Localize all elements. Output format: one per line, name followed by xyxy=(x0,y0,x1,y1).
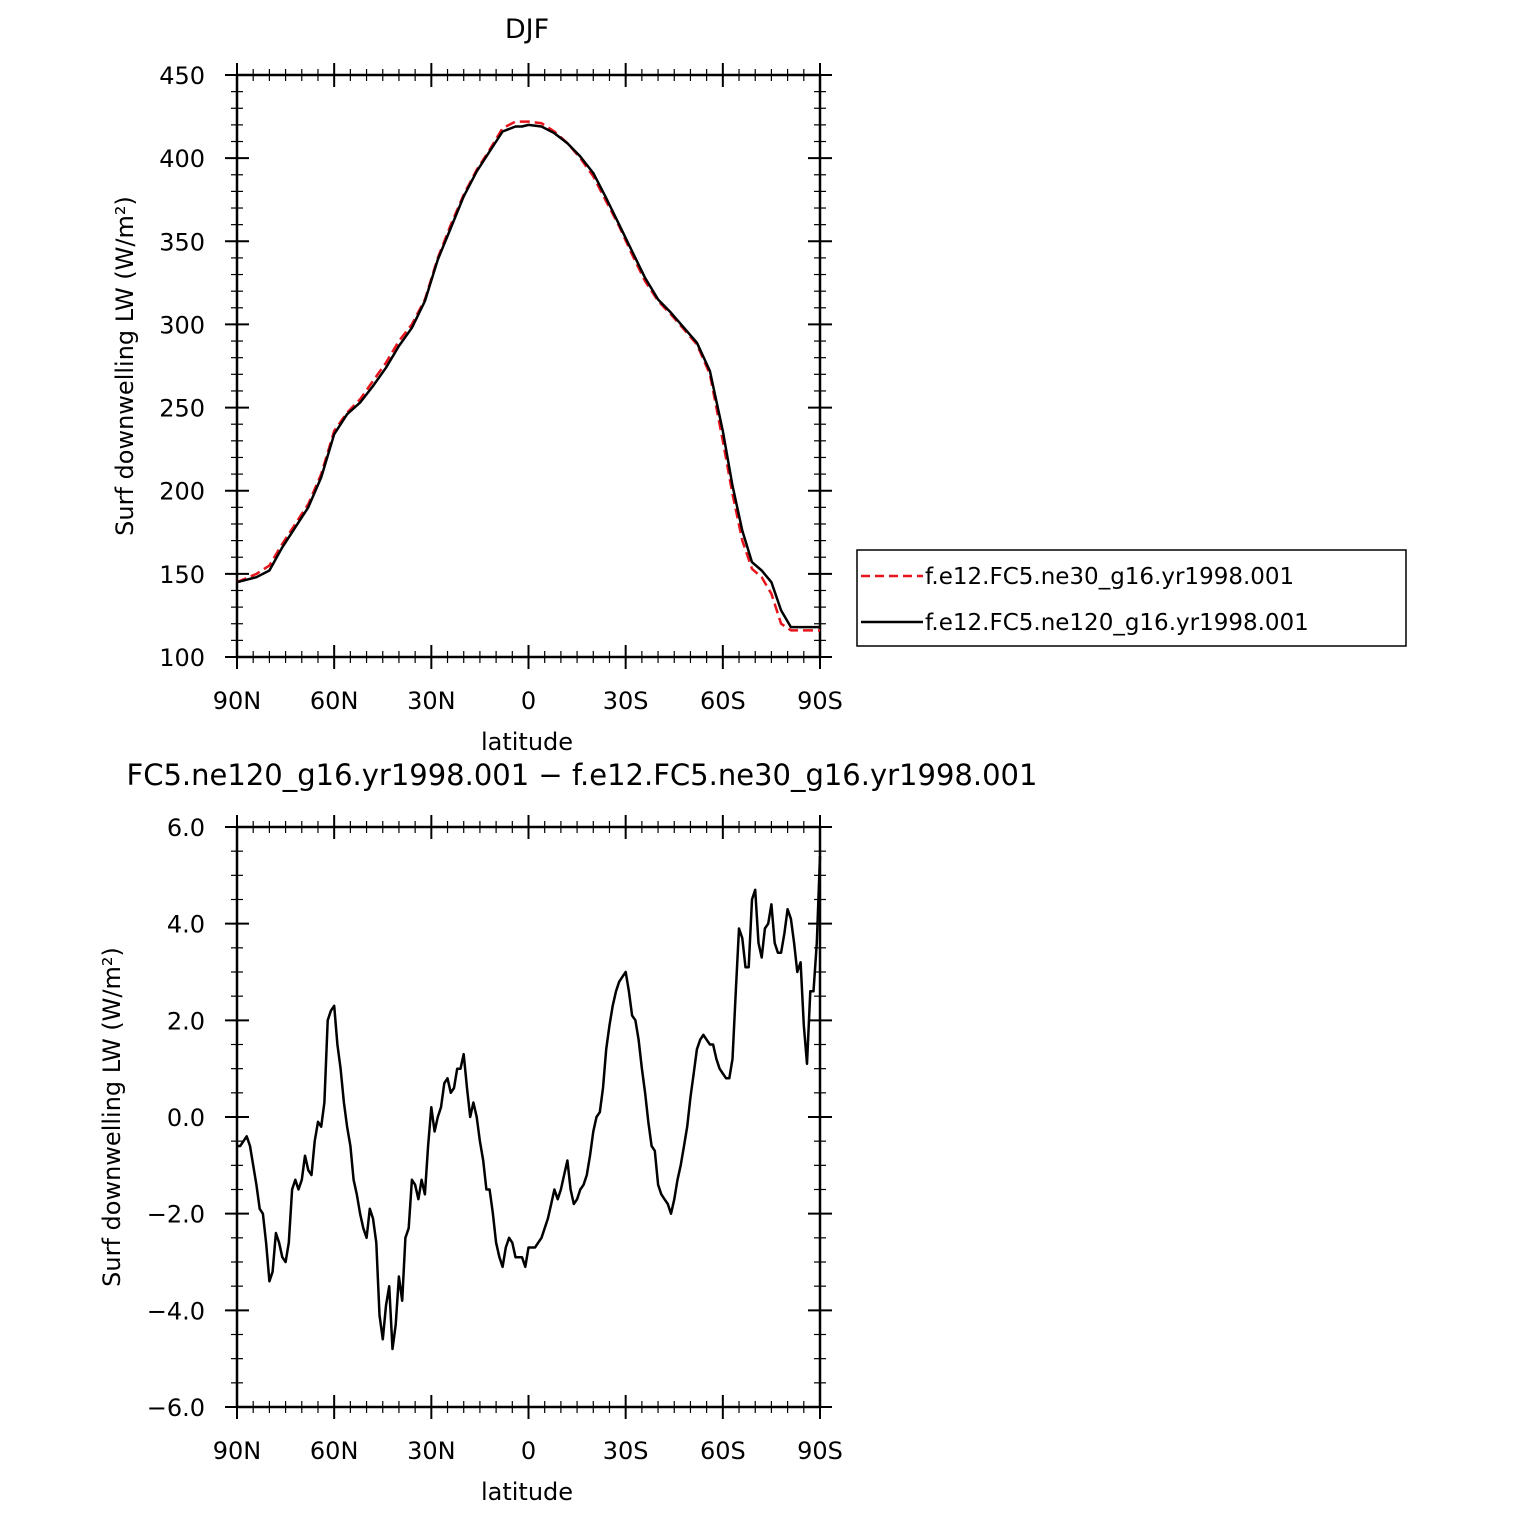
top-y-axis-label: Surf downwelling LW (W/m²) xyxy=(111,196,139,536)
top-series-line-1 xyxy=(236,123,820,629)
top-y-tick-label: 400 xyxy=(159,145,205,173)
bottom-y-axis-label: Surf downwelling LW (W/m²) xyxy=(98,947,126,1287)
bottom-y-tick-label: 2.0 xyxy=(167,1007,205,1035)
legend-box xyxy=(856,549,1407,647)
top-y-tick-label: 200 xyxy=(159,478,205,506)
bottom-panel: FC5.ne120_g16.yr1998.001 − f.e12.FC5.ne3… xyxy=(98,758,1037,1506)
top-y-tick-label: 300 xyxy=(159,311,205,339)
top-y-tick-label: 250 xyxy=(159,395,205,423)
top-y-tick-label: 100 xyxy=(159,644,205,672)
legend-label-ne30: f.e12.FC5.ne30_g16.yr1998.001 xyxy=(925,564,1294,590)
top-y-tick-label: 150 xyxy=(159,561,205,589)
top-x-tick-labels: 90N 60N 30N 0 30S 60S 90S xyxy=(213,687,843,715)
bottom-series xyxy=(237,855,822,1351)
top-title: DJF xyxy=(505,14,549,45)
bottom-x-tick-label: 30N xyxy=(407,1437,456,1465)
top-y-tick-labels: 100 150 200 250 300 350 400 450 xyxy=(159,62,205,672)
bottom-y-tick-label: −4.0 xyxy=(147,1297,205,1325)
bottom-x-tick-label: 90S xyxy=(797,1437,843,1465)
top-x-tick-label: 30S xyxy=(603,687,649,715)
legend: f.e12.FC5.ne30_g16.yr1998.001 f.e12.FC5.… xyxy=(856,549,1407,647)
bottom-x-tick-label: 30S xyxy=(603,1437,649,1465)
bottom-x-axis-label: latitude xyxy=(481,1478,573,1506)
legend-label-ne120: f.e12.FC5.ne120_g16.yr1998.001 xyxy=(925,610,1309,636)
top-y-tick-label: 350 xyxy=(159,228,205,256)
top-x-tick-label: 0 xyxy=(521,687,536,715)
bottom-y-tick-label: 4.0 xyxy=(167,911,205,939)
bottom-x-tick-label: 60N xyxy=(310,1437,359,1465)
bottom-x-tick-label: 0 xyxy=(521,1437,536,1465)
bottom-x-tick-label: 90N xyxy=(213,1437,262,1465)
bottom-y-tick-labels: −6.0 −4.0 −2.0 0.0 2.0 4.0 6.0 xyxy=(147,814,205,1422)
top-x-axis-label: latitude xyxy=(481,728,573,756)
top-ticks xyxy=(225,63,832,669)
bottom-ticks xyxy=(225,815,832,1419)
top-x-tick-label: 60N xyxy=(310,687,359,715)
top-y-tick-label: 450 xyxy=(159,62,205,90)
bottom-title: FC5.ne120_g16.yr1998.001 − f.e12.FC5.ne3… xyxy=(127,758,1038,792)
top-series xyxy=(236,120,820,632)
top-panel: DJF 90N 60N 30N 0 30S 60S 90S 100 150 200 250 300 3… xyxy=(111,14,843,756)
bottom-y-tick-label: −6.0 xyxy=(147,1394,205,1422)
bottom-x-tick-labels: 90N 60N 30N 0 30S 60S 90S xyxy=(213,1437,843,1465)
bottom-plot-frame xyxy=(235,825,822,1409)
bottom-y-tick-label: −2.0 xyxy=(147,1201,205,1229)
top-series-line-0 xyxy=(236,120,820,632)
bottom-series-line-0 xyxy=(237,855,822,1351)
top-x-tick-label: 90S xyxy=(797,687,843,715)
bottom-x-tick-label: 60S xyxy=(700,1437,746,1465)
top-plot-frame xyxy=(235,73,822,659)
bottom-y-tick-label: 0.0 xyxy=(167,1104,205,1132)
top-x-tick-label: 60S xyxy=(700,687,746,715)
bottom-y-tick-label: 6.0 xyxy=(167,814,205,842)
top-x-tick-label: 90N xyxy=(213,687,262,715)
top-x-tick-label: 30N xyxy=(407,687,456,715)
